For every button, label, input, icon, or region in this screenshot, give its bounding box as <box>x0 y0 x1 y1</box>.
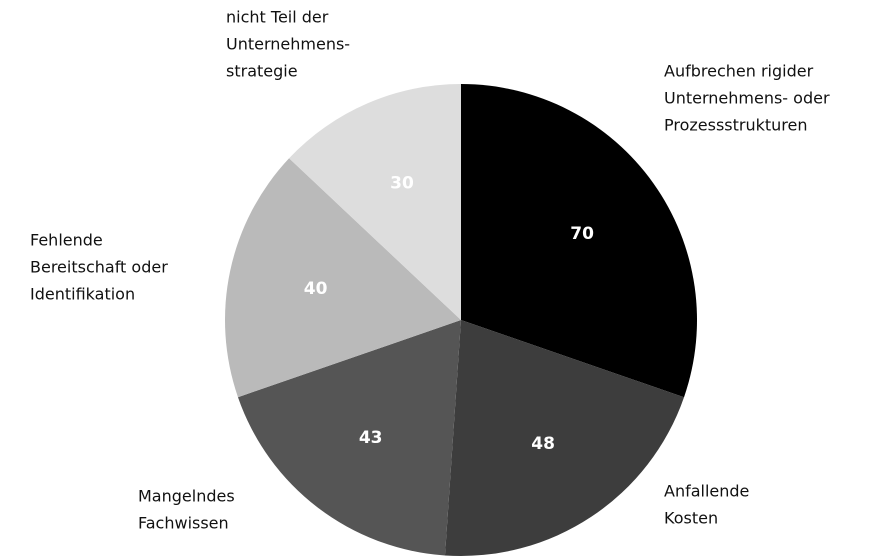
pie-slice <box>289 84 461 320</box>
pie-slice <box>461 84 697 398</box>
category-label: Prozessstrukturen <box>664 116 808 135</box>
category-label: Mangelndes <box>138 487 235 506</box>
value-label: 30 <box>390 174 414 194</box>
pie-slice <box>224 158 461 398</box>
value-label: 43 <box>359 428 383 448</box>
category-label: nicht Teil der <box>226 8 329 27</box>
pie-slice <box>237 320 461 556</box>
category-label: Kosten <box>664 509 718 528</box>
category-label: Bereitschaft oder <box>30 258 168 277</box>
category-label: strategie <box>226 62 298 81</box>
category-label: Fachwissen <box>138 514 229 533</box>
category-label: Unternehmens- oder <box>664 89 830 108</box>
category-label: Unternehmens- <box>226 35 350 54</box>
value-label: 48 <box>531 434 555 454</box>
category-label: Aufbrechen rigider <box>664 62 814 81</box>
category-label: Identifikation <box>30 285 135 304</box>
pie-slice <box>444 320 685 556</box>
category-label: Anfallende <box>664 482 749 501</box>
category-label: Fehlende <box>30 231 103 250</box>
value-label: 40 <box>304 279 328 299</box>
value-label: 70 <box>570 224 594 244</box>
